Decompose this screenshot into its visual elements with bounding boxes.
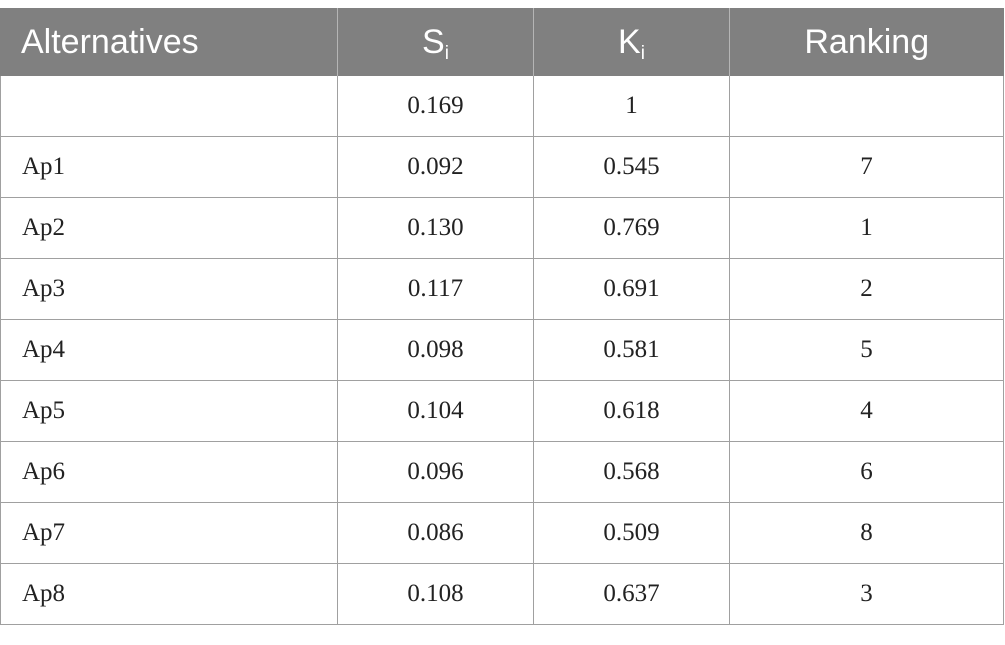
header-si-main: S [422, 23, 445, 61]
cell-ranking [729, 76, 1004, 137]
cell-ki: 0.769 [533, 197, 730, 259]
cell-si: 0.104 [337, 380, 534, 442]
cell-si: 0.098 [337, 319, 534, 381]
table-row: Ap5 0.104 0.618 4 [0, 380, 1004, 442]
cell-ranking: 4 [729, 380, 1004, 442]
cell-si: 0.086 [337, 502, 534, 564]
cell-si: 0.117 [337, 258, 534, 320]
table-row: 0.169 1 [0, 76, 1004, 137]
cell-ki: 0.545 [533, 136, 730, 198]
ranking-table: Alternatives Si Ki Ranking 0.169 1 Ap1 0… [0, 8, 1004, 625]
cell-alternative: Ap5 [0, 380, 338, 442]
cell-alternative: Ap3 [0, 258, 338, 320]
table-row: Ap1 0.092 0.545 7 [0, 136, 1004, 198]
cell-ki: 0.568 [533, 441, 730, 503]
cell-ranking: 6 [729, 441, 1004, 503]
cell-si: 0.130 [337, 197, 534, 259]
cell-ranking: 2 [729, 258, 1004, 320]
cell-alternative: Ap8 [0, 563, 338, 625]
header-ki-sub: i [640, 43, 645, 64]
table-row: Ap2 0.130 0.769 1 [0, 197, 1004, 259]
cell-si: 0.096 [337, 441, 534, 503]
cell-ki: 0.509 [533, 502, 730, 564]
table-row: Ap3 0.117 0.691 2 [0, 258, 1004, 320]
cell-ranking: 3 [729, 563, 1004, 625]
header-si: Si [337, 8, 534, 76]
cell-ranking: 1 [729, 197, 1004, 259]
cell-ranking: 5 [729, 319, 1004, 381]
cell-alternative [0, 76, 338, 137]
cell-ki: 0.637 [533, 563, 730, 625]
cell-ki: 1 [533, 76, 730, 137]
header-alternatives: Alternatives [0, 8, 338, 76]
cell-ki: 0.581 [533, 319, 730, 381]
header-ki-main: K [618, 23, 641, 61]
cell-alternative: Ap4 [0, 319, 338, 381]
header-ranking: Ranking [729, 8, 1004, 76]
cell-alternative: Ap2 [0, 197, 338, 259]
table-body: 0.169 1 Ap1 0.092 0.545 7 Ap2 0.130 0.76… [0, 76, 1004, 625]
cell-alternative: Ap7 [0, 502, 338, 564]
cell-ranking: 8 [729, 502, 1004, 564]
cell-alternative: Ap6 [0, 441, 338, 503]
header-ki: Ki [533, 8, 730, 76]
cell-ranking: 7 [729, 136, 1004, 198]
table-row: Ap8 0.108 0.637 3 [0, 563, 1004, 625]
table-row: Ap7 0.086 0.509 8 [0, 502, 1004, 564]
header-si-sub: i [444, 43, 449, 64]
table-header: Alternatives Si Ki Ranking [0, 8, 1004, 76]
cell-si: 0.169 [337, 76, 534, 137]
cell-si: 0.108 [337, 563, 534, 625]
table-row: Ap6 0.096 0.568 6 [0, 441, 1004, 503]
cell-alternative: Ap1 [0, 136, 338, 198]
header-row: Alternatives Si Ki Ranking [0, 8, 1004, 76]
cell-ki: 0.691 [533, 258, 730, 320]
table-row: Ap4 0.098 0.581 5 [0, 319, 1004, 381]
cell-si: 0.092 [337, 136, 534, 198]
cell-ki: 0.618 [533, 380, 730, 442]
